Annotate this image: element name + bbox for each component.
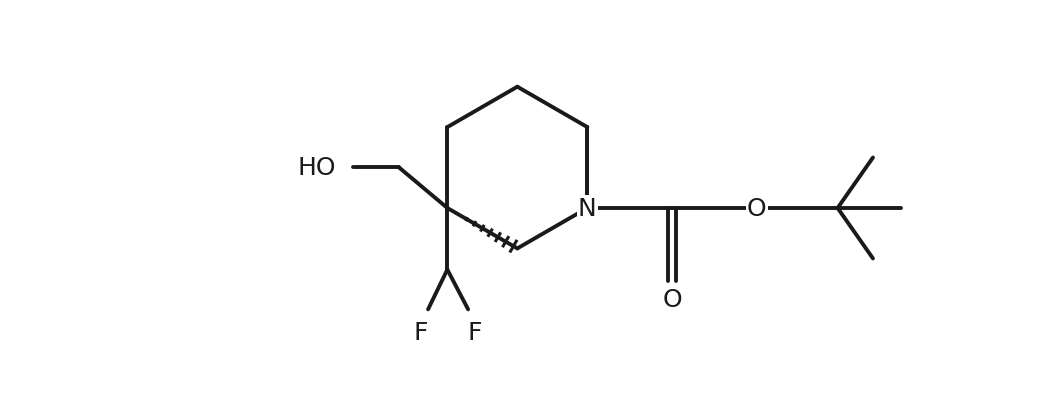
Text: F: F bbox=[467, 320, 482, 344]
Text: O: O bbox=[662, 288, 682, 312]
Text: HO: HO bbox=[297, 156, 336, 180]
Text: N: N bbox=[578, 196, 597, 220]
Text: O: O bbox=[747, 196, 767, 220]
Text: F: F bbox=[413, 320, 428, 344]
